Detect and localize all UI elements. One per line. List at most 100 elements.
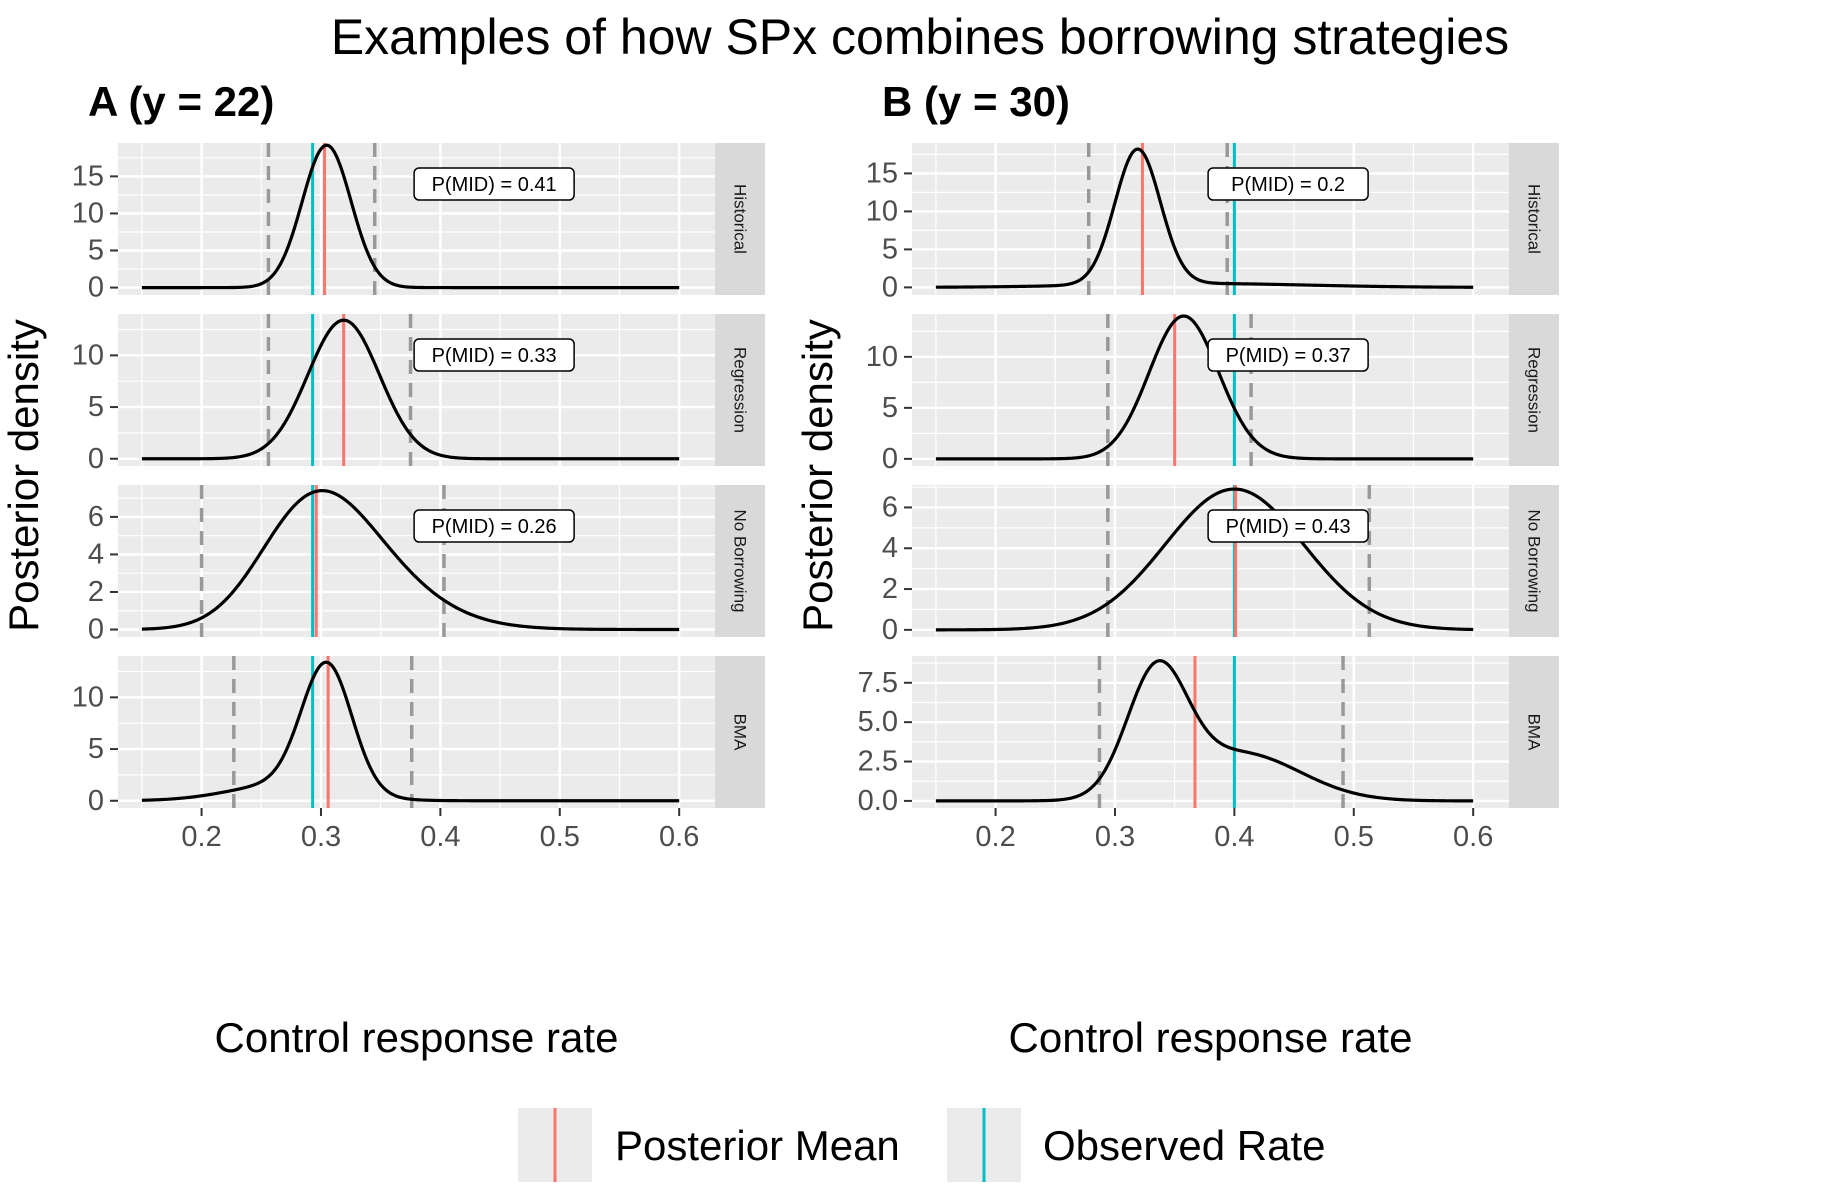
density-curve	[141, 660, 680, 803]
p-mid-annotation: P(MID) = 0.37	[1207, 338, 1369, 372]
facet-strip-label: Regression	[731, 347, 750, 433]
facet-panel: BMA 0 5 10 0.2 0.3 0.4 0.5 0.6	[72, 656, 765, 853]
y-tick-label: 0	[882, 614, 898, 646]
facet-strip-label: BMA	[1525, 714, 1544, 752]
y-tick-label: 15	[866, 157, 898, 189]
annotation-label: P(MID) = 0.26	[432, 516, 557, 538]
facet-strip-label: Historical	[1525, 184, 1544, 254]
facet-panel: Regression 0 5 10 P(MID) = 0.33	[72, 314, 765, 475]
density-curve	[935, 659, 1474, 803]
p-mid-annotation: P(MID) = 0.26	[413, 509, 575, 543]
facet-panel: BMA 0.0 2.5 5.0 7.5 0.2 0.3 0.4 0.5 0.6	[858, 656, 1559, 853]
x-tick-label: 0.4	[1214, 821, 1254, 853]
y-tick-label: 5	[88, 733, 104, 765]
legend: Posterior Mean Observed Rate	[518, 1108, 1325, 1182]
annotation-box	[413, 167, 575, 201]
y-tick-label: 0	[882, 443, 898, 475]
density-curve	[935, 487, 1474, 632]
y-tick-label: 4	[882, 532, 898, 564]
x-axis-title: Control response rate	[215, 1014, 619, 1061]
facet-strip-label: No Borrowing	[1525, 510, 1544, 613]
y-tick-label: 5	[88, 235, 104, 267]
facet-strip	[1509, 485, 1559, 637]
y-tick-label: 10	[72, 681, 104, 713]
facet-strip	[1509, 314, 1559, 466]
facet-strip-label: Regression	[1525, 347, 1544, 433]
facet-panel: Regression 0 5 10 P(MID) = 0.37	[866, 314, 1559, 475]
facet-strip	[715, 656, 765, 808]
y-tick-label: 0	[882, 271, 898, 303]
x-tick-label: 0.5	[540, 821, 580, 853]
facet-panel: No Borrowing 0 2 4 6 P(MID) = 0.43	[882, 485, 1559, 646]
annotation-label: P(MID) = 0.43	[1226, 516, 1351, 538]
y-tick-label: 2.5	[858, 746, 898, 778]
panel-background	[912, 314, 1509, 466]
y-tick-label: 0	[88, 443, 104, 475]
x-tick-label: 0.5	[1334, 821, 1374, 853]
panel-background	[118, 656, 715, 808]
y-tick-label: 15	[72, 160, 104, 192]
density-curve	[935, 314, 1474, 461]
panel-title: A (y = 22)	[88, 78, 274, 125]
plot-layer: A (y = 22) Historical 0 5 10 15 P(MID) = 0.41 R…	[0, 78, 1559, 1061]
facet-panel: Historical 0 5 10 15 P(MID) = 0.2	[866, 143, 1559, 303]
y-tick-label: 5.0	[858, 706, 898, 738]
y-tick-label: 10	[72, 339, 104, 371]
density-curve	[141, 489, 680, 632]
facet-strip-label: No Borrowing	[731, 510, 750, 613]
chart-title: Examples of how SPx combines borrowing s…	[331, 9, 1509, 65]
legend-label-posterior-mean: Posterior Mean	[615, 1122, 900, 1169]
x-tick-label: 0.2	[181, 821, 221, 853]
x-tick-label: 0.2	[975, 821, 1015, 853]
y-tick-label: 6	[882, 491, 898, 523]
annotation-label: P(MID) = 0.41	[432, 174, 557, 196]
p-mid-annotation: P(MID) = 0.41	[413, 167, 575, 201]
y-tick-label: 10	[72, 197, 104, 229]
y-tick-label: 10	[866, 195, 898, 227]
facet-panel: No Borrowing 0 2 4 6 P(MID) = 0.26	[88, 485, 765, 645]
panel-background	[912, 143, 1509, 295]
legend-label-observed-rate: Observed Rate	[1043, 1122, 1325, 1169]
y-axis-title: Posterior density	[794, 319, 841, 632]
density-curve	[141, 318, 680, 461]
p-mid-annotation: P(MID) = 0.33	[413, 338, 575, 372]
facet-panel: Historical 0 5 10 15 P(MID) = 0.41	[72, 143, 765, 304]
annotation-box	[413, 338, 575, 372]
panel-background	[912, 656, 1509, 808]
y-tick-label: 10	[866, 341, 898, 373]
density-curve	[141, 143, 680, 290]
y-tick-label: 5	[882, 233, 898, 265]
x-tick-label: 0.6	[1453, 821, 1493, 853]
x-tick-label: 0.6	[659, 821, 699, 853]
p-mid-annotation: P(MID) = 0.2	[1207, 167, 1369, 201]
annotation-box	[1207, 167, 1369, 201]
panel-background	[118, 143, 715, 295]
y-tick-label: 0	[88, 785, 104, 817]
facet-strip	[1509, 143, 1559, 295]
facet-strip-label: BMA	[731, 714, 750, 752]
y-tick-label: 5	[88, 391, 104, 423]
y-tick-label: 0	[88, 272, 104, 304]
y-tick-label: 0	[88, 613, 104, 645]
y-axis-title: Posterior density	[0, 319, 47, 632]
annotation-label: P(MID) = 0.2	[1231, 174, 1345, 196]
y-tick-label: 2	[882, 573, 898, 605]
facet-strip	[715, 485, 765, 637]
p-mid-annotation: P(MID) = 0.43	[1207, 509, 1369, 543]
y-tick-label: 7.5	[858, 667, 898, 699]
density-curve	[935, 147, 1474, 289]
y-tick-label: 5	[882, 392, 898, 424]
y-tick-label: 4	[88, 538, 104, 570]
annotation-box	[413, 509, 575, 543]
y-tick-label: 2	[88, 576, 104, 608]
annotation-box	[1207, 509, 1369, 543]
y-tick-label: 0.0	[858, 785, 898, 817]
panel-title: B (y = 30)	[882, 78, 1070, 125]
x-tick-label: 0.4	[420, 821, 460, 853]
facet-strip-label: Historical	[731, 184, 750, 254]
y-tick-label: 6	[88, 501, 104, 533]
facet-strip	[1509, 656, 1559, 808]
x-tick-label: 0.3	[301, 821, 341, 853]
annotation-label: P(MID) = 0.33	[432, 345, 557, 367]
